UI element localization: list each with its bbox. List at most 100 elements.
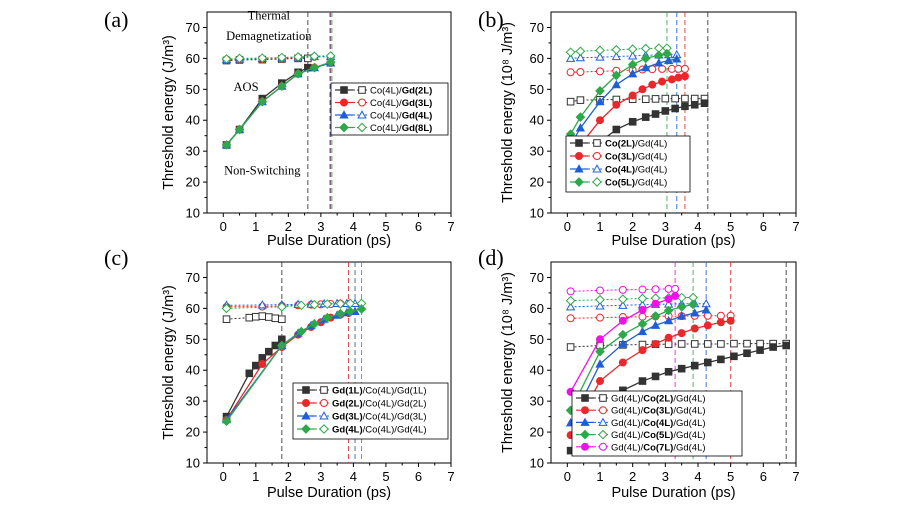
x-tick-label: 5 [382, 219, 389, 234]
y-tick-label: 40 [530, 363, 544, 378]
legend-marker-open [598, 417, 608, 426]
plot-frame [206, 11, 452, 214]
switching-point [595, 96, 605, 106]
legend-marker-open [319, 424, 329, 434]
switching-point [677, 329, 686, 338]
demag-point [595, 45, 605, 56]
switching-point [221, 140, 232, 150]
y-tick-label: 70 [530, 270, 544, 285]
legend-item: Co(2L)/Gd(4L) [570, 139, 667, 150]
legend-marker-filled [339, 110, 349, 119]
legend-label: Co(3L)/Gd(4L) [605, 152, 667, 163]
switching-point [641, 62, 651, 72]
y-tick-label: 30 [186, 394, 200, 409]
x-axis-title: Pulse Duration (ps) [267, 485, 391, 501]
legend-label-post: /Gd(4L) [635, 178, 667, 189]
legend-label-bold2: (2L) [656, 394, 673, 405]
y-tick-label: 40 [186, 363, 200, 378]
panel-label: (d) [478, 245, 504, 270]
y-tick-label: 50 [530, 332, 544, 347]
switching-point [690, 324, 699, 333]
switching-point [650, 320, 661, 329]
switching-point [257, 96, 268, 107]
demag-point [566, 97, 575, 106]
demag-point [245, 313, 254, 322]
demag-point [565, 53, 576, 62]
switching-point [618, 329, 628, 340]
legend-marker-filled [580, 417, 590, 426]
switching-point [651, 372, 660, 381]
demag-point [618, 294, 628, 304]
legend-marker-filled [575, 152, 583, 160]
y-tick-label: 50 [186, 332, 200, 347]
legend-marker-open [599, 442, 607, 451]
switching-point [356, 304, 367, 314]
y-tick-label: 50 [186, 82, 200, 97]
demag-point [565, 295, 576, 306]
legend: Co(2L)/Gd(4L)Co(3L)/Gd(4L)Co(4L)/Gd(4L)C… [565, 135, 691, 193]
switching-point [664, 367, 673, 376]
demag-point [222, 315, 231, 324]
y-tick-label: 10 [530, 456, 544, 471]
legend-label: Gd(4L)/Co(4L)/Gd(4L) [611, 418, 706, 429]
switching-point [595, 359, 605, 368]
legend-label-bold: Gd [402, 111, 415, 122]
switching-point [677, 311, 687, 320]
switching-point [756, 346, 764, 354]
series-3 [221, 51, 336, 150]
legend-label-pre: Gd(4L)/ [611, 394, 644, 405]
legend-item: Co(4L)/Gd(2L) [335, 86, 432, 97]
demag-point [595, 52, 605, 61]
switching-point [663, 55, 674, 65]
demag-point [674, 64, 683, 73]
switching-point [293, 69, 303, 79]
y-tick-label: 30 [530, 144, 544, 159]
switching-point [730, 352, 738, 361]
legend-item: Co(4L)/Gd(8L) [335, 122, 432, 134]
legend-item: Gd(4L)/Co(4L)/Gd(4L) [576, 417, 706, 429]
demag-point [640, 43, 651, 54]
demag-point [618, 285, 627, 294]
series-3 [565, 43, 672, 139]
y-tick-label: 70 [186, 270, 200, 285]
switching-point [743, 349, 751, 358]
legend: Gd(1L)/Co(4L)/Gd(1L)Gd(2L)/Co(4L)/Gd(2L)… [292, 382, 449, 440]
demag-point [596, 313, 604, 322]
legend-marker-filled [581, 406, 589, 415]
switching-point [309, 319, 320, 329]
demag-point [296, 300, 307, 311]
switching-point [667, 75, 676, 84]
switching-point [265, 347, 273, 356]
switching-point [618, 339, 628, 348]
y-tick-label: 70 [186, 20, 200, 35]
legend-marker-open [358, 98, 366, 107]
legend-label-bold: Co [643, 418, 656, 429]
legend-label-bold: Co [605, 139, 618, 150]
legend-label: Co(5L)/Gd(4L) [605, 178, 667, 189]
switching-point [575, 123, 586, 132]
annotation: Thermal [248, 9, 291, 23]
plot-frame [550, 261, 797, 464]
legend-label-bold2: (2L) [618, 139, 635, 150]
x-tick-label: 0 [564, 219, 571, 234]
switching-point [309, 62, 320, 73]
demag-point [627, 44, 638, 54]
legend-marker-filled [301, 411, 311, 420]
legend-label: Co(4L)/Gd(4L) [605, 165, 667, 176]
legend-label-bold: Gd [332, 425, 345, 436]
x-tick-label: 2 [285, 469, 292, 484]
legend-label: Co(4L)/Gd(2L) [370, 86, 432, 97]
demag-point [595, 301, 605, 310]
legend-label-bold: Gd [332, 399, 345, 410]
switching-point [663, 315, 674, 325]
demag-line [570, 315, 731, 319]
demag-point [641, 95, 650, 104]
legend-marker-open [592, 164, 602, 173]
demag-point [690, 340, 699, 348]
y-tick-label: 20 [186, 425, 200, 440]
x-tick-label: 0 [220, 219, 227, 234]
switching-point [628, 91, 637, 100]
x-tick-label: 2 [629, 469, 636, 484]
legend-label-pre: Co(4L)/ [370, 111, 402, 122]
switching-point [671, 292, 680, 301]
